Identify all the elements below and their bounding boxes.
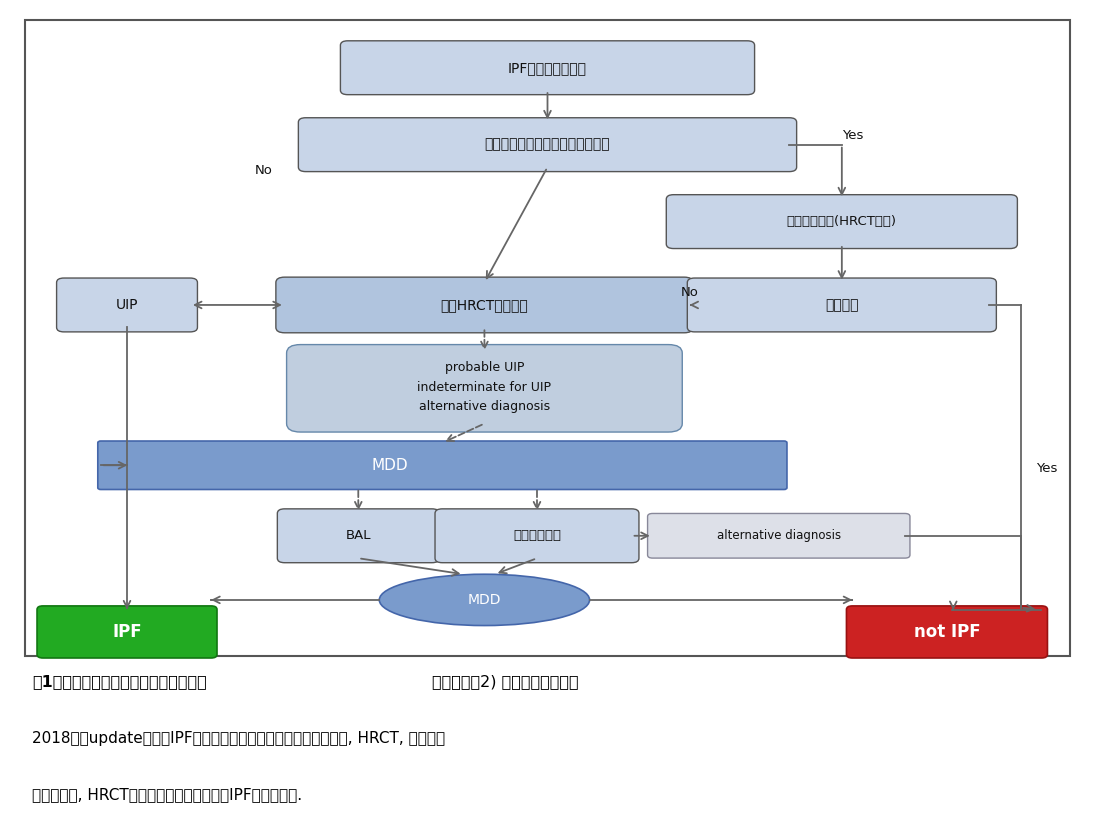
Text: 2018年にupdateされたIPFの診断に関するガイドラインにおける, HRCT, 病理組織: 2018年にupdateされたIPFの診断に関するガイドラインにおける, HRC…: [33, 732, 446, 746]
FancyBboxPatch shape: [435, 509, 639, 563]
Text: MDD: MDD: [371, 458, 408, 473]
FancyBboxPatch shape: [298, 118, 797, 172]
Text: UIP: UIP: [116, 298, 138, 312]
FancyBboxPatch shape: [846, 606, 1048, 658]
Text: 図1　間質性肺疾患の診断アルゴリズム: 図1 間質性肺疾患の診断アルゴリズム: [33, 674, 207, 689]
Ellipse shape: [379, 575, 589, 626]
Text: alternative diagnosis: alternative diagnosis: [717, 529, 841, 543]
Text: No: No: [680, 285, 699, 298]
Text: 【参考文献2) を基に筆者作成】: 【参考文献2) を基に筆者作成】: [431, 674, 578, 689]
Text: indeterminate for UIP: indeterminate for UIP: [417, 381, 552, 394]
Text: BAL: BAL: [346, 529, 371, 543]
Text: not IPF: not IPF: [913, 623, 980, 641]
Text: 外科的肺生検: 外科的肺生検: [512, 529, 561, 543]
FancyBboxPatch shape: [37, 606, 217, 658]
FancyBboxPatch shape: [276, 277, 693, 333]
Text: 確定診断: 確定診断: [826, 298, 858, 312]
FancyBboxPatch shape: [647, 514, 910, 558]
FancyBboxPatch shape: [57, 278, 197, 332]
Text: IPF: IPF: [112, 623, 142, 641]
FancyBboxPatch shape: [277, 509, 439, 563]
FancyBboxPatch shape: [666, 195, 1017, 248]
Text: Yes: Yes: [1036, 462, 1058, 475]
Text: さらなる評価(HRCT含む): さらなる評価(HRCT含む): [787, 215, 897, 229]
Text: パターンと, HRCTと生検パターンに基づくIPF診断を示す.: パターンと, HRCTと生検パターンに基づくIPF診断を示す.: [33, 787, 302, 802]
FancyBboxPatch shape: [688, 278, 996, 332]
FancyBboxPatch shape: [287, 344, 682, 432]
Text: 胸部HRCTパターン: 胸部HRCTパターン: [440, 298, 528, 312]
FancyBboxPatch shape: [97, 441, 787, 489]
Text: 可能性のある原因／関連する状況: 可能性のある原因／関連する状況: [485, 137, 610, 152]
Text: MDD: MDD: [468, 593, 502, 607]
Text: IPFが疑われる患者: IPFが疑われる患者: [508, 61, 587, 75]
Text: No: No: [255, 164, 273, 177]
FancyBboxPatch shape: [341, 41, 754, 95]
Text: probable UIP: probable UIP: [445, 362, 525, 374]
Text: alternative diagnosis: alternative diagnosis: [419, 399, 550, 413]
Text: Yes: Yes: [842, 128, 863, 141]
